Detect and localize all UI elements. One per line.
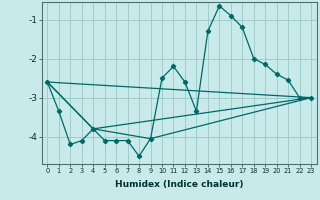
X-axis label: Humidex (Indice chaleur): Humidex (Indice chaleur)	[115, 180, 244, 189]
